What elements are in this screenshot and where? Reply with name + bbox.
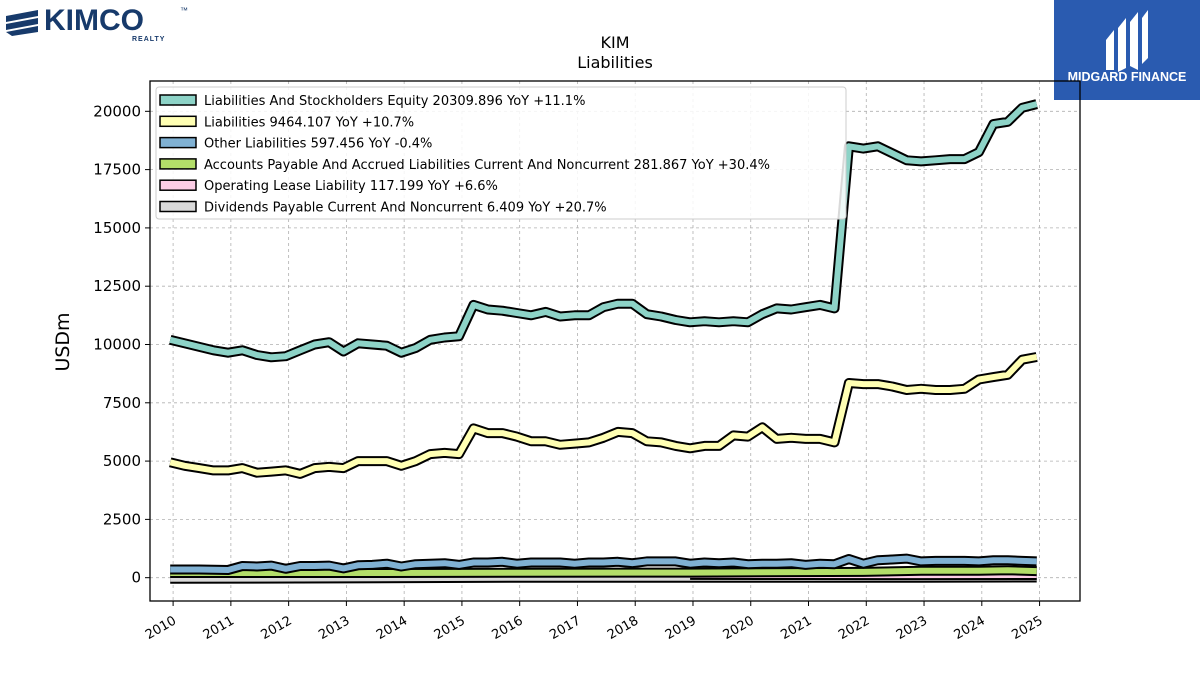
legend-entry: Operating Lease Liability 117.199 YoY +6… [204,179,498,194]
legend-entry: Accounts Payable And Accrued Liabilities… [204,158,770,173]
y-tick-label: 12500 [93,277,141,295]
x-tick-label: 2014 [374,613,410,643]
legend-entry: Liabilities And Stockholders Equity 2030… [204,94,585,109]
y-tick-label: 2500 [103,510,141,528]
legend-swatch [159,158,197,170]
series-1-outline [169,352,1038,479]
legend-swatch [159,115,197,128]
x-tick-label: 2025 [1009,613,1045,643]
legend-swatch [159,200,197,213]
x-tick-label: 2016 [490,613,526,643]
x-tick-label: 2017 [547,613,583,643]
series-2-line [170,555,1037,573]
y-tick-label: 17500 [93,161,141,179]
y-axis-ticks: 0 2500 5000 7500 10000 12500 15000 17500 20000 [93,102,150,587]
chart-title: KIM [600,33,629,52]
x-tick-label: 2011 [201,613,237,643]
x-tick-label: 2019 [663,613,699,643]
series-lines [169,99,1038,584]
company-logo: KIMCO ™ REALTY [6,4,188,43]
y-axis-label: USDm [52,312,74,371]
x-tick-label: 2018 [605,613,641,643]
legend-entry: Dividends Payable Current And Noncurrent… [204,201,607,216]
company-logo-subtext: REALTY [132,36,165,43]
y-tick-label: 10000 [93,335,141,353]
legend-swatch [159,94,197,106]
x-tick-label: 2021 [778,613,814,643]
company-logo-mark [6,10,38,36]
legend-entry: Other Liabilities 597.456 YoY -0.4% [204,137,432,152]
x-tick-label: 2024 [952,613,988,643]
partner-logo-mark [1106,10,1148,72]
x-tick-label: 2012 [258,613,294,643]
x-tick-label: 2022 [836,613,872,643]
x-tick-label: 2023 [894,613,930,643]
legend-swatch [159,136,197,149]
legend-box [155,86,847,220]
x-tick-label: 2020 [721,613,757,643]
y-tick-label: 5000 [103,452,141,470]
y-tick-label: 0 [131,569,141,587]
x-axis-ticks: 2010 2011 2012 2013 2014 2015 2016 2017 2018 2019… [143,601,1046,643]
series-0-line [169,101,1038,361]
x-tick-label: 2010 [143,613,179,643]
partner-logo: MIDGARD FINANCE [1054,0,1200,100]
legend: Liabilities And Stockholders Equity 2030… [155,86,847,220]
chart-subtitle: Liabilities [577,53,653,72]
partner-logo-text: MIDGARD FINANCE [1068,70,1187,84]
company-logo-text: KIMCO [44,4,144,37]
company-logo-tm: ™ [180,6,188,15]
y-tick-label: 15000 [93,219,141,237]
series-3-line [170,567,1037,576]
plot-frame [149,80,1081,602]
series-1-line [169,354,1038,477]
x-tick-label: 2013 [316,613,352,643]
legend-entry: Liabilities 9464.107 YoY +10.7% [204,115,414,130]
legend-swatch [159,179,197,191]
y-tick-label: 20000 [93,102,141,120]
x-tick-label: 2015 [432,613,468,643]
y-tick-label: 7500 [103,394,141,412]
